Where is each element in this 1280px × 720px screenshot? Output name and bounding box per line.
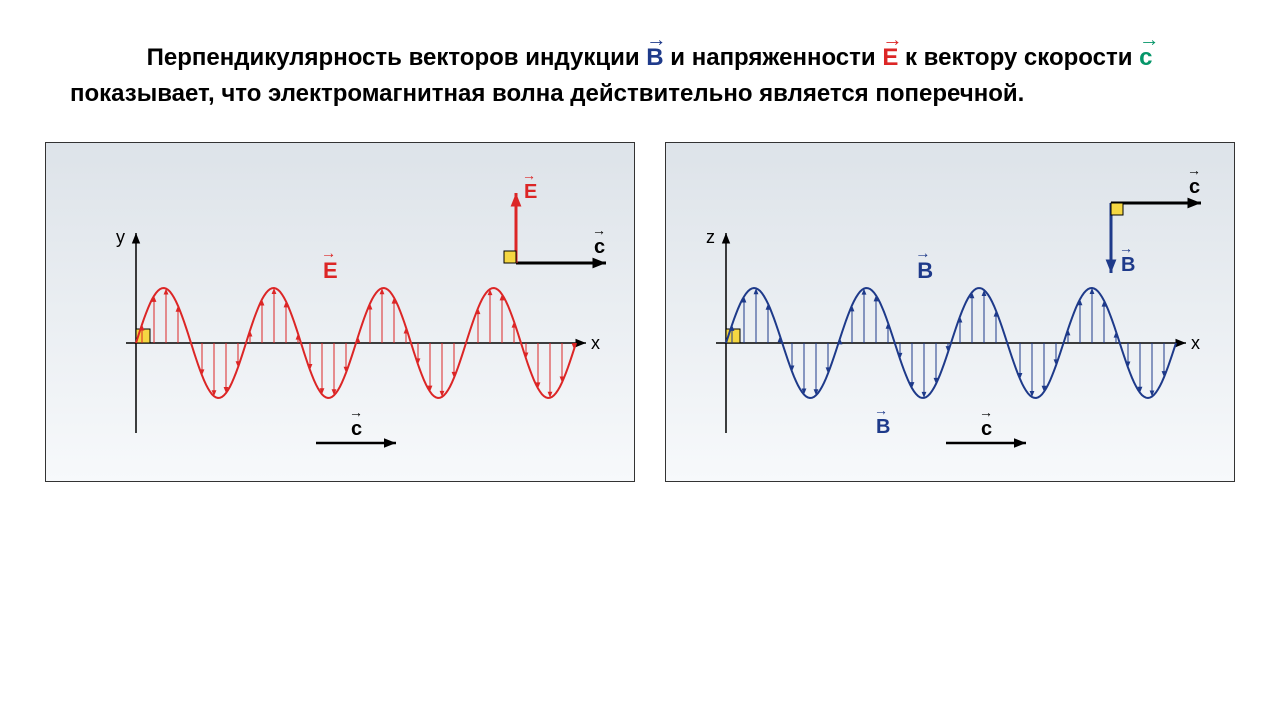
diagram-panels: yxE→c→c→E→ zxB→c→B→c→B→ <box>30 142 1250 482</box>
svg-text:→: → <box>915 245 930 262</box>
svg-text:B: B <box>876 416 890 438</box>
svg-text:c: c <box>1189 176 1200 198</box>
left-panel-E-wave: yxE→c→c→E→ <box>45 142 635 482</box>
right-panel-B-wave: zxB→c→B→c→B→ <box>665 142 1235 482</box>
vector-B-symbol: →B <box>646 44 663 71</box>
svg-text:E: E <box>524 181 537 203</box>
svg-text:→: → <box>1119 240 1133 256</box>
svg-text:→: → <box>522 167 536 183</box>
svg-text:y: y <box>116 227 125 247</box>
description-text: Перпендикулярность векторов индукции →B … <box>30 40 1250 112</box>
svg-text:→: → <box>1187 162 1201 178</box>
svg-text:→: → <box>321 245 336 262</box>
svg-text:z: z <box>706 227 715 247</box>
svg-text:→: → <box>874 402 888 418</box>
vector-E-symbol: →E <box>882 44 898 71</box>
svg-text:c: c <box>594 236 605 258</box>
svg-text:x: x <box>591 333 600 353</box>
svg-text:→: → <box>979 404 993 420</box>
svg-text:c: c <box>351 418 362 440</box>
svg-text:→: → <box>349 404 363 420</box>
svg-text:x: x <box>1191 333 1200 353</box>
vector-c-symbol: →c <box>1139 44 1152 71</box>
svg-text:→: → <box>592 222 606 238</box>
svg-text:B: B <box>1121 254 1135 276</box>
svg-text:c: c <box>981 418 992 440</box>
